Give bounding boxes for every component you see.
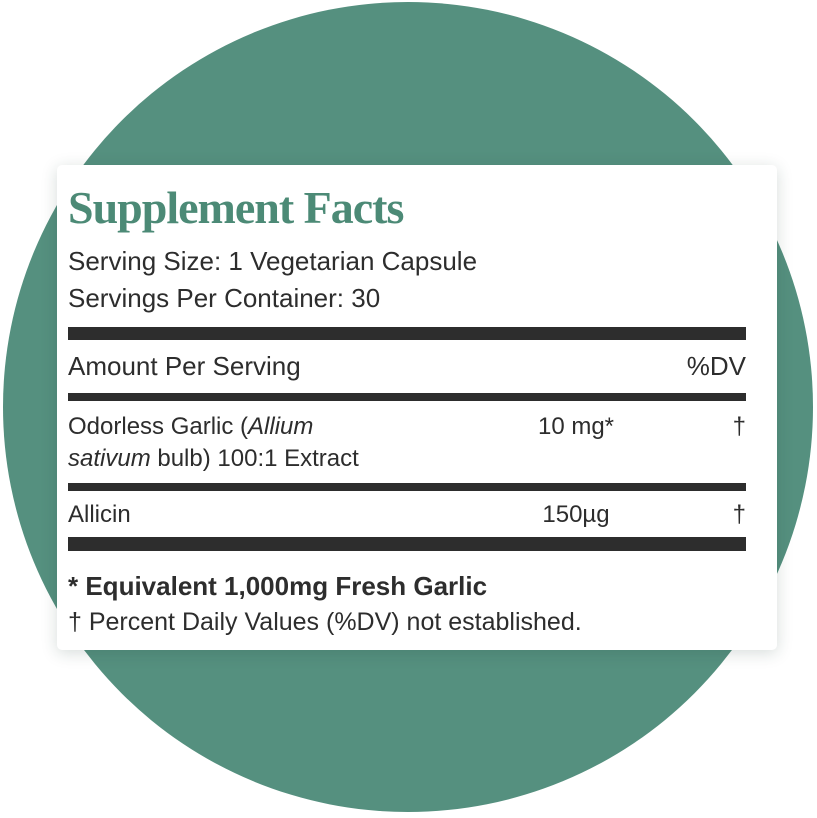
ingredient-name-odorless-garlic: Odorless Garlic (Allium sativum bulb) 100…: [68, 411, 476, 475]
ingredient-name-allicin: Allicin: [68, 501, 131, 528]
divider-bar-thick-bottom: [68, 537, 746, 551]
servings-per-container-line: Servings Per Container: 30: [68, 283, 381, 313]
table-row: Odorless Garlic (Allium sativum bulb) 100…: [68, 401, 746, 483]
serving-size-line: Serving Size: 1 Vegetarian Capsule: [68, 246, 478, 276]
divider-bar-thin-2: [68, 483, 746, 491]
supplement-facts-title: Supplement Facts: [68, 182, 404, 233]
equivalent-footnote: * Equivalent 1,000mg Fresh Garlic: [68, 571, 488, 601]
supplement-facts-panel: Supplement Facts Serving Size: 1 Vegetar…: [57, 165, 777, 650]
ingredient-name-latin-part: Allium: [248, 413, 314, 440]
table-header-row: Amount Per Serving %DV: [68, 340, 746, 393]
ingredient-name-part: bulb) 100:1 Extract: [157, 445, 359, 472]
divider-bar-thin-1: [68, 393, 746, 401]
ingredient-name-latin-part: sativum: [68, 445, 158, 472]
ingredient-amount: 10 mg*: [537, 413, 615, 440]
percent-dv-footnote: † Percent Daily Values (%DV) not establi…: [68, 608, 582, 636]
table-row: Allicin 150µg †: [68, 491, 746, 537]
ingredient-dv-dagger: †: [732, 501, 746, 528]
percent-dv-header: %DV: [686, 351, 746, 381]
ingredient-amount: 150µg: [542, 501, 610, 528]
divider-bar-thick-top: [68, 327, 746, 340]
ingredient-name-part: Odorless Garlic (: [68, 413, 249, 440]
ingredient-dv-dagger: †: [732, 413, 746, 440]
amount-per-serving-header: Amount Per Serving: [68, 351, 301, 381]
